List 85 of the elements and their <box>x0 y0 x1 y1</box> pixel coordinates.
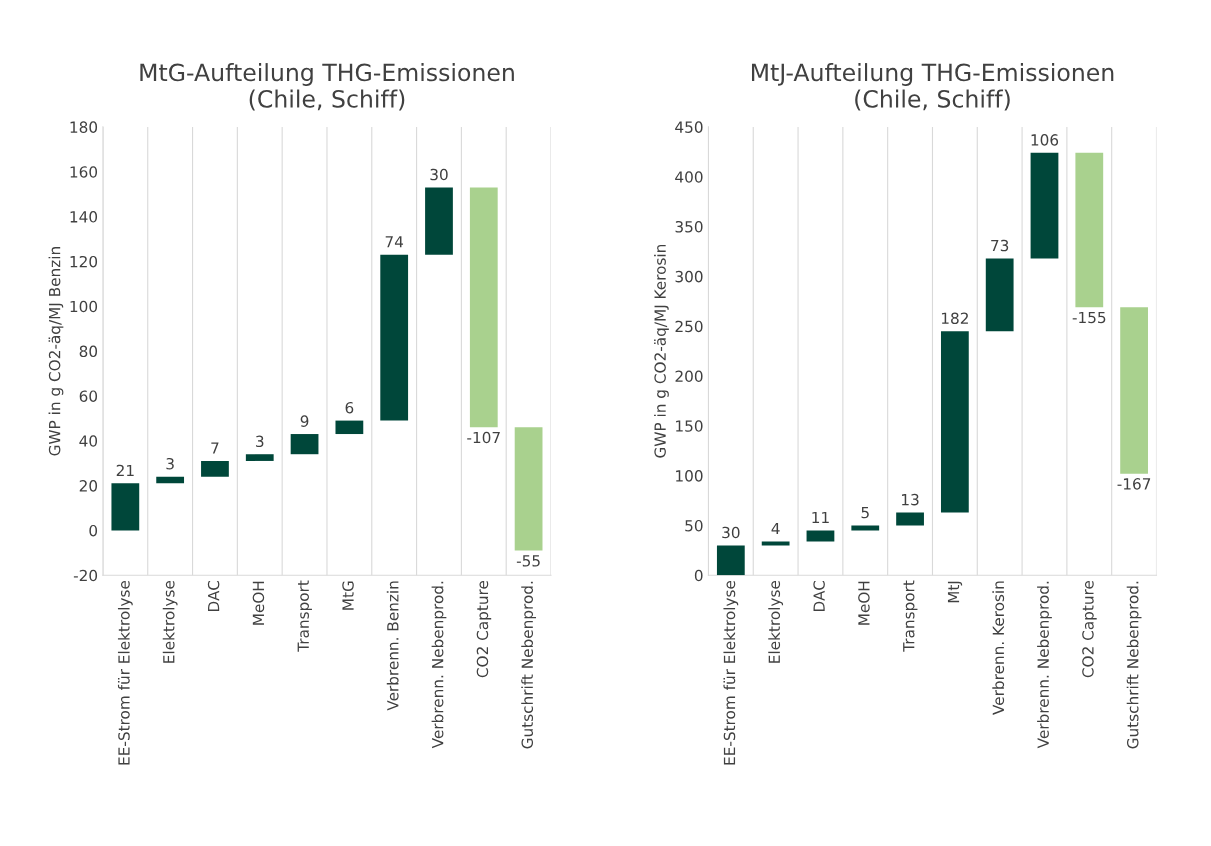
bar <box>335 420 364 435</box>
data-label: 3 <box>166 457 174 470</box>
x-tick-label: Gutschrift Nebenprod. <box>521 581 536 749</box>
y-tick-label: 120 <box>70 255 98 268</box>
bar <box>425 187 453 255</box>
y-tick-label: 100 <box>70 300 98 313</box>
x-tick-label: Gutschrift Nebenprod. <box>1126 581 1142 749</box>
y-tick-label: 80 <box>79 345 98 358</box>
y-tick-label: 180 <box>70 121 98 133</box>
x-tick-label: Verbrenn. Benzin <box>386 581 399 711</box>
y-tick-label: -20 <box>73 569 98 582</box>
y-tick-label: 0 <box>694 569 703 582</box>
y-tick-label: 200 <box>675 370 703 383</box>
x-tick-label: DAC <box>207 580 220 611</box>
bar <box>469 187 498 428</box>
bar <box>111 483 140 531</box>
data-label: -155 <box>1072 311 1106 324</box>
bar <box>1030 152 1059 259</box>
x-tick-label: CO2 Capture <box>1082 580 1097 678</box>
x-tick-label: Transport <box>903 580 918 652</box>
bar <box>290 434 319 455</box>
data-label: 74 <box>385 236 404 248</box>
x-tick-label: Elektrolyse <box>768 580 784 663</box>
data-label: 182 <box>941 312 968 325</box>
bar <box>380 254 409 421</box>
bar <box>156 476 185 484</box>
data-label: 73 <box>991 239 1009 252</box>
y-tick-label: 50 <box>685 519 703 532</box>
x-tick-label: Verbrenn. Nebenprod. <box>431 581 447 749</box>
y-tick-label: 140 <box>70 211 98 223</box>
y-tick-label: 100 <box>676 470 703 482</box>
bar <box>201 460 229 477</box>
data-label: 3 <box>256 435 264 448</box>
x-tick-label: Verbrenn. Kerosin <box>992 581 1005 715</box>
y-tick-label: 400 <box>675 171 703 183</box>
y-tick-label: 350 <box>675 221 703 233</box>
y-axis-title: GWP in g CO2-äq/MJ Benzin <box>48 247 64 456</box>
y-tick-label: 450 <box>675 121 703 133</box>
data-label: 5 <box>861 506 869 519</box>
x-tick-label: EE-Strom für Elektrolyse <box>723 580 739 765</box>
y-tick-label: 60 <box>79 390 98 402</box>
data-label: -55 <box>516 555 540 567</box>
x-tick-label: MtJ <box>947 581 963 603</box>
x-tick-label: EE-Strom für Elektrolyse <box>117 580 133 765</box>
y-tick-label: 20 <box>79 480 98 492</box>
data-label: 9 <box>300 415 309 427</box>
data-label: 4 <box>771 522 780 535</box>
bar <box>806 530 835 542</box>
y-tick-label: 250 <box>675 320 703 333</box>
bar <box>514 427 543 551</box>
y-axis-title: GWP in g CO2-äq/MJ Kerosin <box>654 244 669 458</box>
data-label: -107 <box>467 431 500 444</box>
bar <box>896 512 924 526</box>
data-label: 6 <box>345 401 354 414</box>
data-label: 7 <box>211 442 219 454</box>
y-tick-label: 40 <box>79 435 98 447</box>
bar <box>940 331 969 513</box>
bar <box>245 454 274 461</box>
x-tick-label: MeOH <box>252 581 265 625</box>
bar <box>985 258 1014 332</box>
data-label: 21 <box>116 464 134 477</box>
data-label: 11 <box>812 511 829 524</box>
y-tick-label: 160 <box>70 166 98 178</box>
x-tick-label: Transport <box>297 580 312 652</box>
data-label: -167 <box>1117 478 1151 490</box>
y-tick-label: 0 <box>89 524 98 537</box>
y-tick-label: 300 <box>675 270 703 283</box>
bar <box>716 545 745 576</box>
data-label: 30 <box>722 526 740 539</box>
data-label: 13 <box>902 493 919 506</box>
bar <box>851 525 880 531</box>
chart-title: MtJ-Aufteilung THG-Emissionen (Chile, Schiff) <box>751 63 1114 111</box>
bar <box>1120 307 1148 474</box>
chart-title: MtG-Aufteilung THG-Emissionen (Chile, Schiff) <box>140 63 514 111</box>
x-tick-label: CO2 Capture <box>476 580 492 678</box>
data-label: 106 <box>1031 134 1059 146</box>
y-tick-label: 150 <box>676 420 703 432</box>
x-tick-label: MeOH <box>858 581 870 625</box>
bar <box>1075 152 1104 308</box>
data-label: 30 <box>430 168 448 181</box>
x-tick-label: DAC <box>813 580 825 611</box>
bar <box>761 541 790 546</box>
x-tick-label: MtG <box>342 581 354 610</box>
x-tick-label: Elektrolyse <box>162 580 178 663</box>
x-tick-label: Verbrenn. Nebenprod. <box>1037 581 1052 749</box>
